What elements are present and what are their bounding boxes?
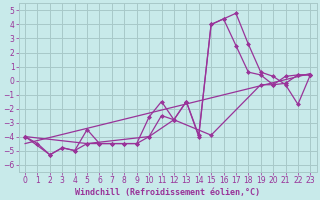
X-axis label: Windchill (Refroidissement éolien,°C): Windchill (Refroidissement éolien,°C) xyxy=(75,188,260,197)
